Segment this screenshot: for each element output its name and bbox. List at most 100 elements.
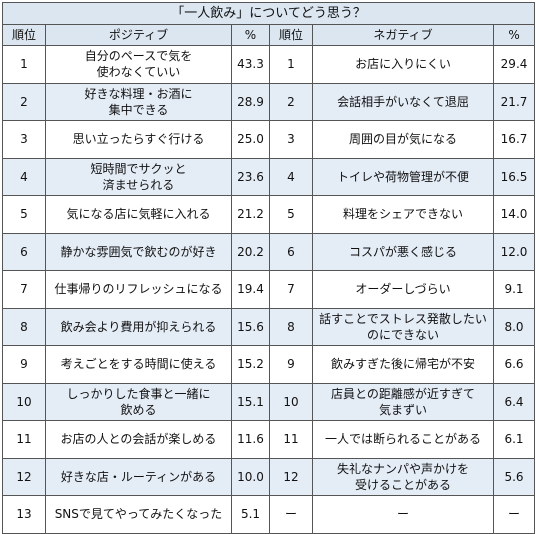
- negative-percent-cell: 12.0: [492, 232, 536, 271]
- negative-rank-cell: 12: [269, 457, 313, 496]
- table-row: 10 しっかりした食事と一緒に 飲める 15.1 10 店員との距離感が近すぎて 気まずい 6…: [2, 382, 536, 421]
- negative-percent-cell: 21.7: [492, 82, 536, 121]
- positive-percent-cell: 15.1: [231, 382, 270, 421]
- table-row: 13 SNSで見てやってみたくなった 5.1 ーーー: [2, 495, 536, 534]
- negative-rank-cell: 11: [269, 420, 313, 459]
- positive-reason-cell: 自分のペースで気を 使わなくていい: [45, 45, 232, 84]
- rank-cell: 3: [2, 120, 46, 159]
- negative-percent-cell: 6.4: [492, 382, 536, 421]
- rank-cell: 4: [2, 157, 46, 196]
- negative-reason-cell: 一人では断られることがある: [312, 420, 494, 459]
- rank-cell: 2: [2, 82, 46, 121]
- rank-cell: 9: [2, 345, 46, 384]
- positive-reason-cell: 気になる店に気軽に入れる: [45, 195, 232, 234]
- negative-rank-cell: 4: [269, 157, 313, 196]
- negative-rank-cell: 9: [269, 345, 313, 384]
- table-title: 「一人飲み」についてどう思う？: [1, 2, 536, 25]
- negative-reason-cell: 周囲の目が気になる: [312, 120, 494, 159]
- negative-rank-cell: 3: [269, 120, 313, 159]
- rank-cell: 11: [2, 420, 46, 459]
- negative-reason-cell: 失礼なナンパや声かけを 受けることがある: [312, 457, 494, 496]
- positive-percent-cell: 10.0: [231, 457, 270, 496]
- positive-percent-cell: 20.2: [231, 232, 270, 271]
- negative-reason-cell: トイレや荷物管理が不便: [312, 157, 494, 196]
- negative-reason-cell: お店に入りにくい: [312, 45, 494, 84]
- rank-cell: 7: [2, 270, 46, 309]
- table-row: 1 自分のペースで気を 使わなくていい 43.3 1 お店に入りにくい 29.4: [2, 45, 536, 84]
- rank-cell: 1: [2, 45, 46, 84]
- rank-cell: 10: [2, 382, 46, 421]
- positive-reason-cell: 飲み会より費用が抑えられる: [45, 307, 232, 346]
- negative-rank-cell: 10: [269, 382, 313, 421]
- header-positive: ポジティブ: [45, 24, 232, 46]
- positive-percent-cell: 11.6: [231, 420, 270, 459]
- table-row: 2 好きな料理・お酒に 集中できる 28.9 2 会話相手がいなくて退屈 21.7: [2, 82, 536, 121]
- header-rank-negative: 順位: [269, 24, 313, 46]
- positive-reason-cell: 静かな雰囲気で飲むのが好き: [45, 232, 232, 271]
- positive-reason-cell: SNSで見てやってみたくなった: [45, 495, 232, 534]
- positive-reason-cell: 好きな店・ルーティンがある: [45, 457, 232, 496]
- positive-percent-cell: 15.2: [231, 345, 270, 384]
- table-row: 3 思い立ったらすぐ行ける 25.0 3 周囲の目が気になる 16.7: [2, 120, 536, 159]
- negative-percent-cell: ー: [492, 495, 536, 534]
- positive-percent-cell: 19.4: [231, 270, 270, 309]
- positive-reason-cell: 仕事帰りのリフレッシュになる: [45, 270, 232, 309]
- negative-reason-cell: 飲みすぎた後に帰宅が不安: [312, 345, 494, 384]
- table-row: 6 静かな雰囲気で飲むのが好き 20.2 6 コスパが悪く感じる 12.0: [2, 232, 536, 271]
- negative-rank-cell: 8: [269, 307, 313, 346]
- negative-rank-cell: 1: [269, 45, 313, 84]
- negative-reason-cell: 店員との距離感が近すぎて 気まずい: [312, 382, 494, 421]
- rank-cell: 8: [2, 307, 46, 346]
- positive-percent-cell: 15.6: [231, 307, 270, 346]
- positive-percent-cell: 23.6: [231, 157, 270, 196]
- negative-rank-cell: 5: [269, 195, 313, 234]
- positive-reason-cell: 考えごとをする時間に使える: [45, 345, 232, 384]
- table-row: 8 飲み会より費用が抑えられる 15.6 8 話すことでストレス発散したい のにできない 8…: [2, 307, 536, 346]
- table-row: 4 短時間でサクッと 済ませられる 23.6 4 トイレや荷物管理が不便 16.5: [2, 157, 536, 196]
- positive-percent-cell: 25.0: [231, 120, 270, 159]
- negative-reason-cell: コスパが悪く感じる: [312, 232, 494, 271]
- negative-rank-cell: ー: [269, 495, 313, 534]
- negative-percent-cell: 8.0: [492, 307, 536, 346]
- negative-percent-cell: 16.7: [492, 120, 536, 159]
- table-row: 5 気になる店に気軽に入れる 21.2 5 料理をシェアできない 14.0: [2, 195, 536, 234]
- header-percent-negative: %: [492, 24, 536, 46]
- positive-reason-cell: 好きな料理・お酒に 集中できる: [45, 82, 232, 121]
- negative-rank-cell: 7: [269, 270, 313, 309]
- header-negative: ネガティブ: [312, 24, 494, 46]
- positive-reason-cell: しっかりした食事と一緒に 飲める: [45, 382, 232, 421]
- table-body: 1 自分のペースで気を 使わなくていい 43.3 1 お店に入りにくい 29.4 2 好きな料理…: [2, 45, 536, 534]
- table-row: 9 考えごとをする時間に使える 15.2 9 飲みすぎた後に帰宅が不安 6.6: [2, 345, 536, 384]
- negative-reason-cell: ー: [312, 495, 494, 534]
- rank-cell: 6: [2, 232, 46, 271]
- negative-percent-cell: 29.4: [492, 45, 536, 84]
- table-row: 12 好きな店・ルーティンがある 10.0 12 失礼なナンパや声かけを 受けることがある…: [2, 457, 536, 496]
- negative-reason-cell: 料理をシェアできない: [312, 195, 494, 234]
- positive-reason-cell: 思い立ったらすぐ行ける: [45, 120, 232, 159]
- negative-percent-cell: 9.1: [492, 270, 536, 309]
- positive-percent-cell: 21.2: [231, 195, 270, 234]
- negative-rank-cell: 6: [269, 232, 313, 271]
- positive-percent-cell: 5.1: [231, 495, 270, 534]
- rank-cell: 13: [2, 495, 46, 534]
- table-row: 11 お店の人との会話が楽しめる 11.6 11 一人では断られることがある 6.1: [2, 420, 536, 459]
- negative-percent-cell: 16.5: [492, 157, 536, 196]
- positive-reason-cell: お店の人との会話が楽しめる: [45, 420, 232, 459]
- negative-reason-cell: 話すことでストレス発散したい のにできない: [312, 307, 494, 346]
- positive-percent-cell: 43.3: [231, 45, 270, 84]
- negative-reason-cell: オーダーしづらい: [312, 270, 494, 309]
- rank-cell: 5: [2, 195, 46, 234]
- negative-rank-cell: 2: [269, 82, 313, 121]
- negative-percent-cell: 5.6: [492, 457, 536, 496]
- negative-reason-cell: 会話相手がいなくて退屈: [312, 82, 494, 121]
- table-row: 7 仕事帰りのリフレッシュになる 19.4 7 オーダーしづらい 9.1: [2, 270, 536, 309]
- negative-percent-cell: 14.0: [492, 195, 536, 234]
- rank-cell: 12: [2, 457, 46, 496]
- positive-percent-cell: 28.9: [231, 82, 270, 121]
- header-percent: %: [231, 24, 270, 46]
- header-rank: 順位: [2, 24, 46, 46]
- negative-percent-cell: 6.1: [492, 420, 536, 459]
- negative-percent-cell: 6.6: [492, 345, 536, 384]
